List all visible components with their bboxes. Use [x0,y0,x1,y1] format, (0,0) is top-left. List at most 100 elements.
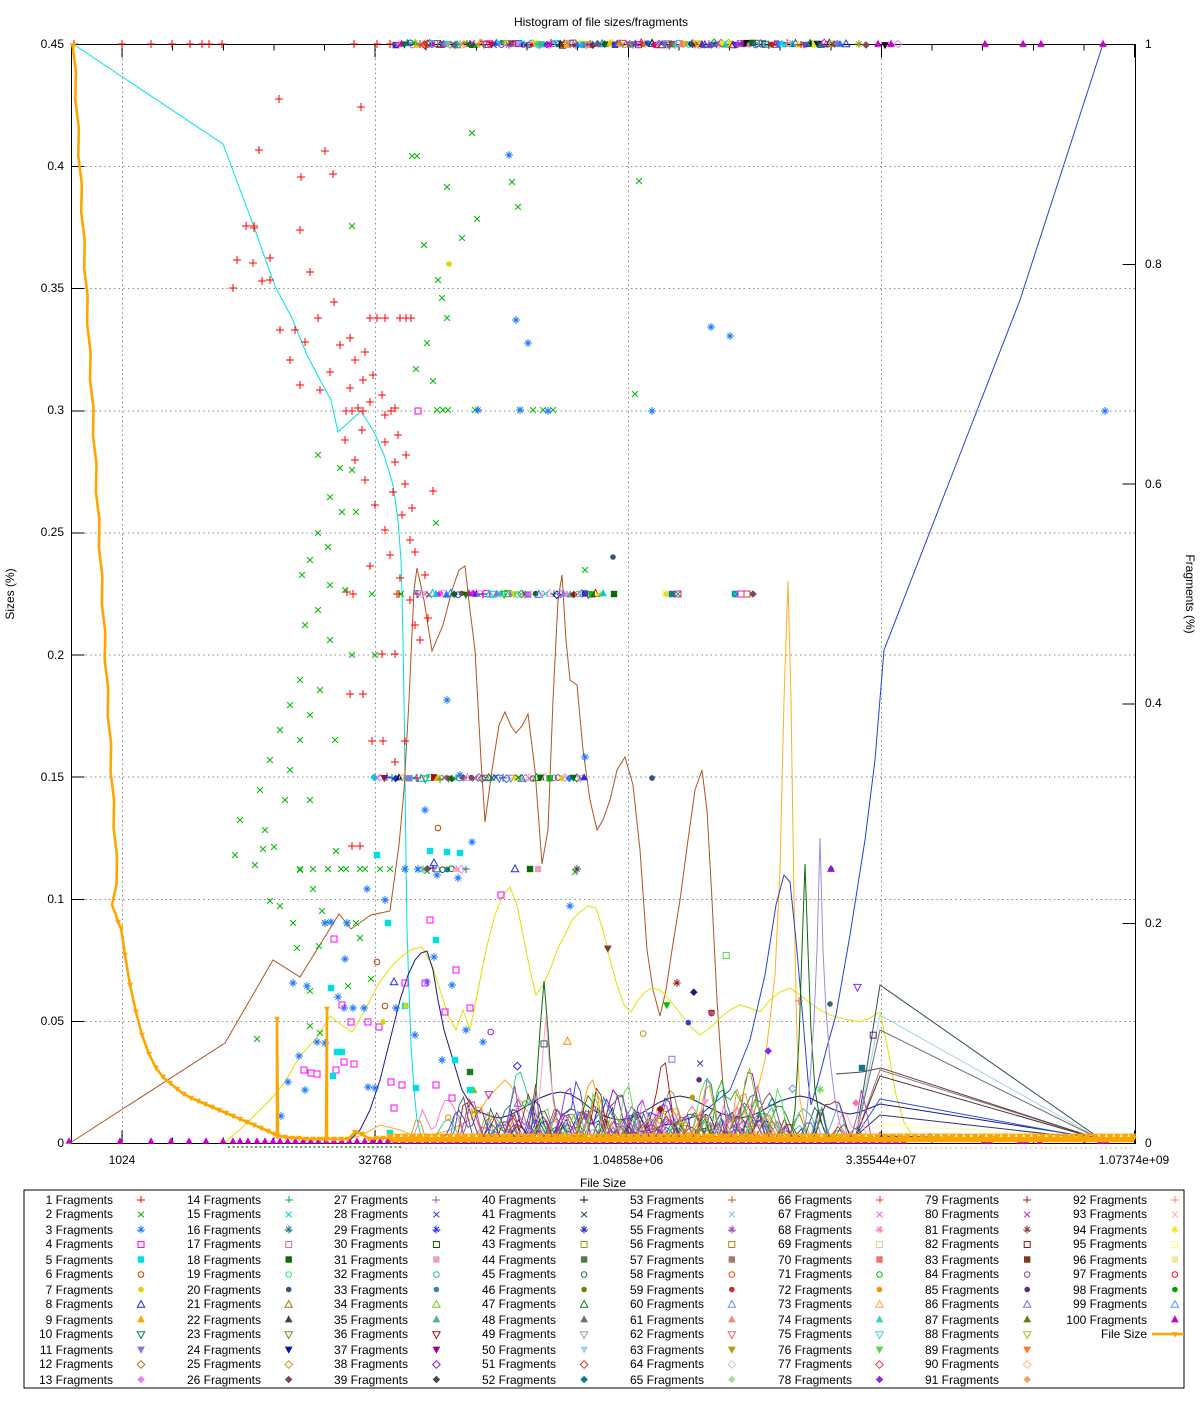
svg-text:19 Fragments: 19 Fragments [187,1267,261,1281]
svg-text:38 Fragments: 38 Fragments [334,1357,408,1371]
svg-text:52 Fragments: 52 Fragments [482,1373,556,1387]
svg-text:62 Fragments: 62 Fragments [630,1327,704,1341]
svg-text:16 Fragments: 16 Fragments [187,1223,261,1237]
svg-text:64 Fragments: 64 Fragments [630,1357,704,1371]
svg-text:2 Fragments: 2 Fragments [46,1207,113,1221]
svg-text:67 Fragments: 67 Fragments [778,1207,852,1221]
svg-text:60 Fragments: 60 Fragments [630,1297,704,1311]
svg-text:24 Fragments: 24 Fragments [187,1343,261,1357]
svg-text:87 Fragments: 87 Fragments [925,1313,999,1327]
svg-text:51 Fragments: 51 Fragments [482,1357,556,1371]
svg-text:56 Fragments: 56 Fragments [630,1237,704,1251]
svg-text:83 Fragments: 83 Fragments [925,1253,999,1267]
svg-text:92 Fragments: 92 Fragments [1073,1193,1147,1207]
svg-text:0.2: 0.2 [47,648,64,662]
svg-text:61 Fragments: 61 Fragments [630,1313,704,1327]
svg-text:99 Fragments: 99 Fragments [1073,1297,1147,1311]
svg-text:65 Fragments: 65 Fragments [630,1373,704,1387]
svg-text:35 Fragments: 35 Fragments [334,1313,408,1327]
svg-text:0.15: 0.15 [41,770,65,784]
svg-text:14 Fragments: 14 Fragments [187,1193,261,1207]
svg-text:11 Fragments: 11 Fragments [40,1343,113,1357]
svg-text:36 Fragments: 36 Fragments [334,1327,408,1341]
svg-text:81 Fragments: 81 Fragments [925,1223,999,1237]
svg-text:1 Fragments: 1 Fragments [46,1193,113,1207]
svg-text:15 Fragments: 15 Fragments [187,1207,261,1221]
svg-text:20 Fragments: 20 Fragments [187,1283,261,1297]
svg-text:Fragments (%): Fragments (%) [1183,554,1197,633]
svg-text:78 Fragments: 78 Fragments [778,1373,852,1387]
svg-text:1.07374e+09: 1.07374e+09 [1099,1153,1170,1167]
svg-text:26 Fragments: 26 Fragments [187,1373,261,1387]
svg-text:0.05: 0.05 [41,1014,65,1028]
svg-text:21 Fragments: 21 Fragments [187,1297,261,1311]
svg-text:54 Fragments: 54 Fragments [630,1207,704,1221]
svg-text:5 Fragments: 5 Fragments [46,1253,113,1267]
svg-text:86 Fragments: 86 Fragments [925,1297,999,1311]
svg-text:43 Fragments: 43 Fragments [482,1237,556,1251]
svg-text:40 Fragments: 40 Fragments [482,1193,556,1207]
svg-text:79 Fragments: 79 Fragments [925,1193,999,1207]
svg-text:34 Fragments: 34 Fragments [334,1297,408,1311]
svg-text:3 Fragments: 3 Fragments [46,1223,113,1237]
svg-text:0.2: 0.2 [1145,916,1162,930]
svg-text:0.4: 0.4 [47,159,64,173]
svg-text:71 Fragments: 71 Fragments [778,1267,852,1281]
svg-text:25 Fragments: 25 Fragments [187,1357,261,1371]
svg-text:72 Fragments: 72 Fragments [778,1283,852,1297]
svg-text:77 Fragments: 77 Fragments [778,1357,852,1371]
svg-text:8 Fragments: 8 Fragments [46,1297,113,1311]
svg-text:68 Fragments: 68 Fragments [778,1223,852,1237]
svg-text:50 Fragments: 50 Fragments [482,1343,556,1357]
svg-text:100 Fragments: 100 Fragments [1066,1313,1147,1327]
svg-text:59 Fragments: 59 Fragments [630,1283,704,1297]
svg-text:22 Fragments: 22 Fragments [187,1313,261,1327]
svg-text:29 Fragments: 29 Fragments [334,1223,408,1237]
svg-text:41 Fragments: 41 Fragments [482,1207,556,1221]
svg-text:0.3: 0.3 [47,403,64,417]
svg-text:93 Fragments: 93 Fragments [1073,1207,1147,1221]
svg-text:10 Fragments: 10 Fragments [39,1327,113,1341]
svg-text:98 Fragments: 98 Fragments [1073,1283,1147,1297]
svg-text:0: 0 [57,1136,64,1150]
svg-text:27 Fragments: 27 Fragments [334,1193,408,1207]
svg-text:97 Fragments: 97 Fragments [1073,1267,1147,1281]
svg-text:63 Fragments: 63 Fragments [630,1343,704,1357]
svg-text:69 Fragments: 69 Fragments [778,1237,852,1251]
svg-text:Histogram of file sizes/fragme: Histogram of file sizes/fragments [514,15,688,29]
svg-text:0.1: 0.1 [47,892,64,906]
svg-text:55 Fragments: 55 Fragments [630,1223,704,1237]
svg-text:31 Fragments: 31 Fragments [334,1253,408,1267]
svg-text:95 Fragments: 95 Fragments [1073,1237,1147,1251]
svg-text:33 Fragments: 33 Fragments [334,1283,408,1297]
svg-text:0.35: 0.35 [41,281,65,295]
svg-text:45 Fragments: 45 Fragments [482,1267,556,1281]
svg-text:28 Fragments: 28 Fragments [334,1207,408,1221]
svg-text:30 Fragments: 30 Fragments [334,1237,408,1251]
svg-text:1024: 1024 [109,1153,136,1167]
svg-text:58 Fragments: 58 Fragments [630,1267,704,1281]
svg-text:53 Fragments: 53 Fragments [630,1193,704,1207]
svg-text:7 Fragments: 7 Fragments [46,1283,113,1297]
svg-text:0.25: 0.25 [41,525,65,539]
svg-text:57 Fragments: 57 Fragments [630,1253,704,1267]
svg-text:76 Fragments: 76 Fragments [778,1343,852,1357]
svg-text:47 Fragments: 47 Fragments [482,1297,556,1311]
svg-text:23 Fragments: 23 Fragments [187,1327,261,1341]
svg-text:0.6: 0.6 [1145,477,1162,491]
svg-text:89 Fragments: 89 Fragments [925,1343,999,1357]
svg-text:42 Fragments: 42 Fragments [482,1223,556,1237]
svg-text:9 Fragments: 9 Fragments [46,1313,113,1327]
svg-text:73 Fragments: 73 Fragments [778,1297,852,1311]
svg-text:66 Fragments: 66 Fragments [778,1193,852,1207]
svg-text:1.04858e+06: 1.04858e+06 [593,1153,664,1167]
svg-text:70 Fragments: 70 Fragments [778,1253,852,1267]
svg-text:94 Fragments: 94 Fragments [1073,1223,1147,1237]
svg-text:13 Fragments: 13 Fragments [39,1373,113,1387]
svg-text:90 Fragments: 90 Fragments [925,1357,999,1371]
svg-text:File Size: File Size [1101,1327,1147,1341]
svg-text:Sizes (%): Sizes (%) [3,568,17,619]
svg-text:0.45: 0.45 [41,37,65,51]
svg-text:75 Fragments: 75 Fragments [778,1327,852,1341]
svg-text:File Size: File Size [580,1176,626,1190]
